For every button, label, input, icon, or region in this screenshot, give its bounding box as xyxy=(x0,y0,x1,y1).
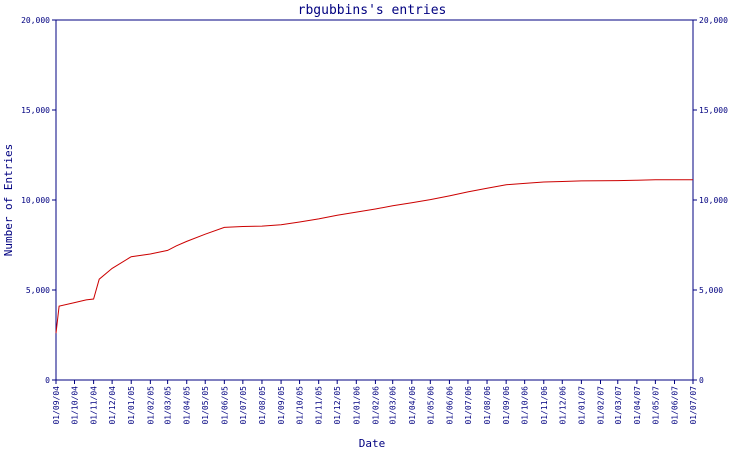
x-tick-label: 01/07/05 xyxy=(239,386,248,425)
y-tick-label-left: 15,000 xyxy=(21,106,50,115)
x-tick-label: 01/11/04 xyxy=(90,386,99,425)
y-tick-label-right: 10,000 xyxy=(699,196,728,205)
y-tick-label-right: 5,000 xyxy=(699,286,723,295)
x-tick-label: 01/12/06 xyxy=(558,386,567,425)
x-tick-label: 01/07/06 xyxy=(464,386,473,425)
x-tick-label: 01/10/06 xyxy=(521,386,530,425)
y-tick-label-left: 10,000 xyxy=(21,196,50,205)
x-tick-label: 01/01/06 xyxy=(352,386,361,425)
x-tick-label: 01/12/04 xyxy=(108,386,117,425)
y-tick-label-left: 5,000 xyxy=(26,286,50,295)
x-axis-label: Date xyxy=(359,437,386,450)
x-tick-label: 01/09/04 xyxy=(52,386,61,425)
x-tick-label: 01/09/05 xyxy=(277,386,286,425)
x-tick-label: 01/04/07 xyxy=(633,386,642,425)
series-line xyxy=(55,179,693,334)
x-tick-label: 01/01/07 xyxy=(577,386,586,425)
x-tick-label: 01/10/05 xyxy=(296,386,305,425)
x-tick-label: 01/01/05 xyxy=(127,386,136,425)
x-tick-label: 01/11/06 xyxy=(540,386,549,425)
x-tick-label: 01/08/05 xyxy=(258,386,267,425)
y-axis-label: Number of Entries xyxy=(2,144,15,257)
x-tick-label: 01/04/05 xyxy=(183,386,192,425)
x-tick-label: 01/09/06 xyxy=(502,386,511,425)
x-tick-label: 01/12/05 xyxy=(333,386,342,425)
y-ticks-left: 0 5,000 10,000 15,000 20,000 xyxy=(21,16,56,385)
x-tick-label: 01/10/04 xyxy=(70,386,79,425)
x-tick-label: 01/05/05 xyxy=(201,386,210,425)
x-tick-label: 01/05/06 xyxy=(426,386,435,425)
x-tick-label: 01/02/07 xyxy=(597,386,606,425)
x-tick-label: 01/07/07 xyxy=(689,386,698,425)
x-tick-label: 01/04/06 xyxy=(408,386,417,425)
x-ticks: 01/09/04 01/10/04 01/11/04 01/12/04 01/01/05… xyxy=(52,380,698,425)
y-tick-label-right: 20,000 xyxy=(699,16,728,25)
x-tick-label: 01/03/06 xyxy=(389,386,398,425)
x-tick-label: 01/02/06 xyxy=(371,386,380,425)
x-tick-label: 01/11/05 xyxy=(315,386,324,425)
x-tick-label: 01/03/07 xyxy=(614,386,623,425)
y-tick-label-right: 15,000 xyxy=(699,106,728,115)
x-tick-label: 01/08/06 xyxy=(483,386,492,425)
x-tick-label: 01/06/07 xyxy=(671,386,680,425)
x-tick-label: 01/02/05 xyxy=(146,386,155,425)
y-tick-label-left: 0 xyxy=(45,376,50,385)
chart-title: rbgubbins's entries xyxy=(298,3,447,18)
x-tick-label: 01/06/05 xyxy=(220,386,229,425)
y-tick-label-left: 20,000 xyxy=(21,16,50,25)
y-ticks-right: 0 5,000 10,000 15,000 20,000 xyxy=(693,16,728,385)
y-tick-label-right: 0 xyxy=(699,376,704,385)
x-tick-label: 01/03/05 xyxy=(164,386,173,425)
x-tick-label: 01/06/06 xyxy=(445,386,454,425)
x-tick-label: 01/05/07 xyxy=(651,386,660,425)
